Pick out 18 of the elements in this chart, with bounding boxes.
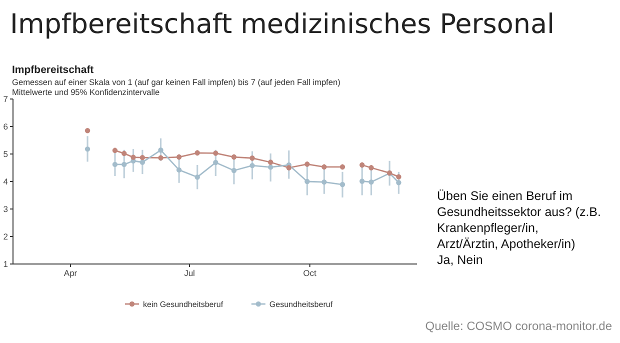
- y-tick-label: 1: [3, 259, 8, 269]
- x-tick-label: Apr: [64, 268, 78, 278]
- chart-subtitle: Impfbereitschaft: [12, 64, 94, 76]
- y-tick-label: 6: [3, 122, 8, 132]
- y-tick-label: 3: [3, 204, 8, 214]
- y-tick-label: 4: [3, 176, 8, 186]
- legend-label: kein Gesundheitsberuf: [143, 300, 224, 309]
- legend-label: Gesundheitsberuf: [269, 300, 334, 309]
- y-tick-label: 2: [3, 232, 8, 242]
- chart-title: Impfbereitschaft medizinisches Personal: [10, 9, 555, 40]
- y-tick-label: 7: [3, 94, 8, 104]
- x-tick-label: Oct: [303, 268, 318, 278]
- y-tick-label: 5: [3, 149, 8, 159]
- x-tick-label: Jul: [184, 268, 196, 278]
- text: Gemessen auf einer Skala von 1 (auf gar keinen Fall impfen) bis 7 (auf jeden Fall impfen): [12, 77, 341, 87]
- text: Mittelwerte und 95% Konfidenzintervalle: [12, 87, 160, 97]
- source-note: Quelle: COSMO corona-monitor.de: [425, 319, 612, 333]
- text: Üben Sie einen Beruf im Gesundheitssektor aus? (z.B. Krankenpfleger/in, Arzt/Ärztin, Apotheker/in) Ja, Nein: [437, 189, 601, 267]
